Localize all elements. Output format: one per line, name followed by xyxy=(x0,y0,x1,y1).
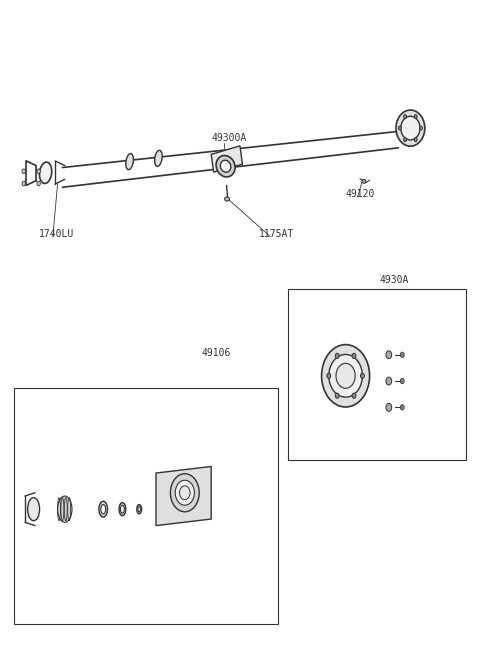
Polygon shape xyxy=(14,388,278,624)
Ellipse shape xyxy=(336,363,355,388)
Ellipse shape xyxy=(386,377,392,385)
Text: 49120: 49120 xyxy=(346,189,375,199)
Ellipse shape xyxy=(398,126,401,130)
Polygon shape xyxy=(211,146,242,172)
Polygon shape xyxy=(156,466,211,526)
Text: 1175AT: 1175AT xyxy=(259,229,294,238)
Ellipse shape xyxy=(335,393,339,398)
Ellipse shape xyxy=(220,160,231,172)
Text: 49106: 49106 xyxy=(202,348,231,358)
Ellipse shape xyxy=(126,154,133,170)
Ellipse shape xyxy=(99,501,108,517)
Ellipse shape xyxy=(352,393,356,398)
Ellipse shape xyxy=(400,352,404,357)
Ellipse shape xyxy=(120,505,124,513)
Ellipse shape xyxy=(414,114,417,118)
Text: 49300A: 49300A xyxy=(211,133,246,143)
Ellipse shape xyxy=(28,498,39,520)
Ellipse shape xyxy=(37,181,40,186)
Ellipse shape xyxy=(329,355,362,397)
Text: 1740LU: 1740LU xyxy=(38,229,73,238)
Text: 4930A: 4930A xyxy=(379,275,408,284)
Ellipse shape xyxy=(39,162,52,183)
Ellipse shape xyxy=(386,403,392,411)
Ellipse shape xyxy=(22,169,25,173)
Ellipse shape xyxy=(170,474,199,512)
Ellipse shape xyxy=(101,505,106,514)
Ellipse shape xyxy=(335,353,339,359)
Ellipse shape xyxy=(327,373,331,378)
Ellipse shape xyxy=(401,116,420,140)
Ellipse shape xyxy=(352,353,356,359)
Ellipse shape xyxy=(58,496,72,522)
Ellipse shape xyxy=(360,373,364,378)
Ellipse shape xyxy=(414,138,417,142)
Ellipse shape xyxy=(404,114,407,118)
Ellipse shape xyxy=(400,405,404,410)
Ellipse shape xyxy=(400,378,404,384)
Ellipse shape xyxy=(225,197,229,201)
Ellipse shape xyxy=(180,486,190,500)
Ellipse shape xyxy=(386,351,392,359)
Ellipse shape xyxy=(420,126,422,130)
Polygon shape xyxy=(288,289,466,460)
Ellipse shape xyxy=(322,345,370,407)
Ellipse shape xyxy=(37,169,40,173)
Ellipse shape xyxy=(138,507,140,512)
Ellipse shape xyxy=(404,138,407,142)
Ellipse shape xyxy=(155,150,162,166)
Ellipse shape xyxy=(362,179,366,183)
Ellipse shape xyxy=(216,156,235,177)
Ellipse shape xyxy=(137,505,142,514)
Ellipse shape xyxy=(119,503,126,516)
Ellipse shape xyxy=(396,110,425,147)
Ellipse shape xyxy=(22,181,25,186)
Ellipse shape xyxy=(175,480,194,505)
